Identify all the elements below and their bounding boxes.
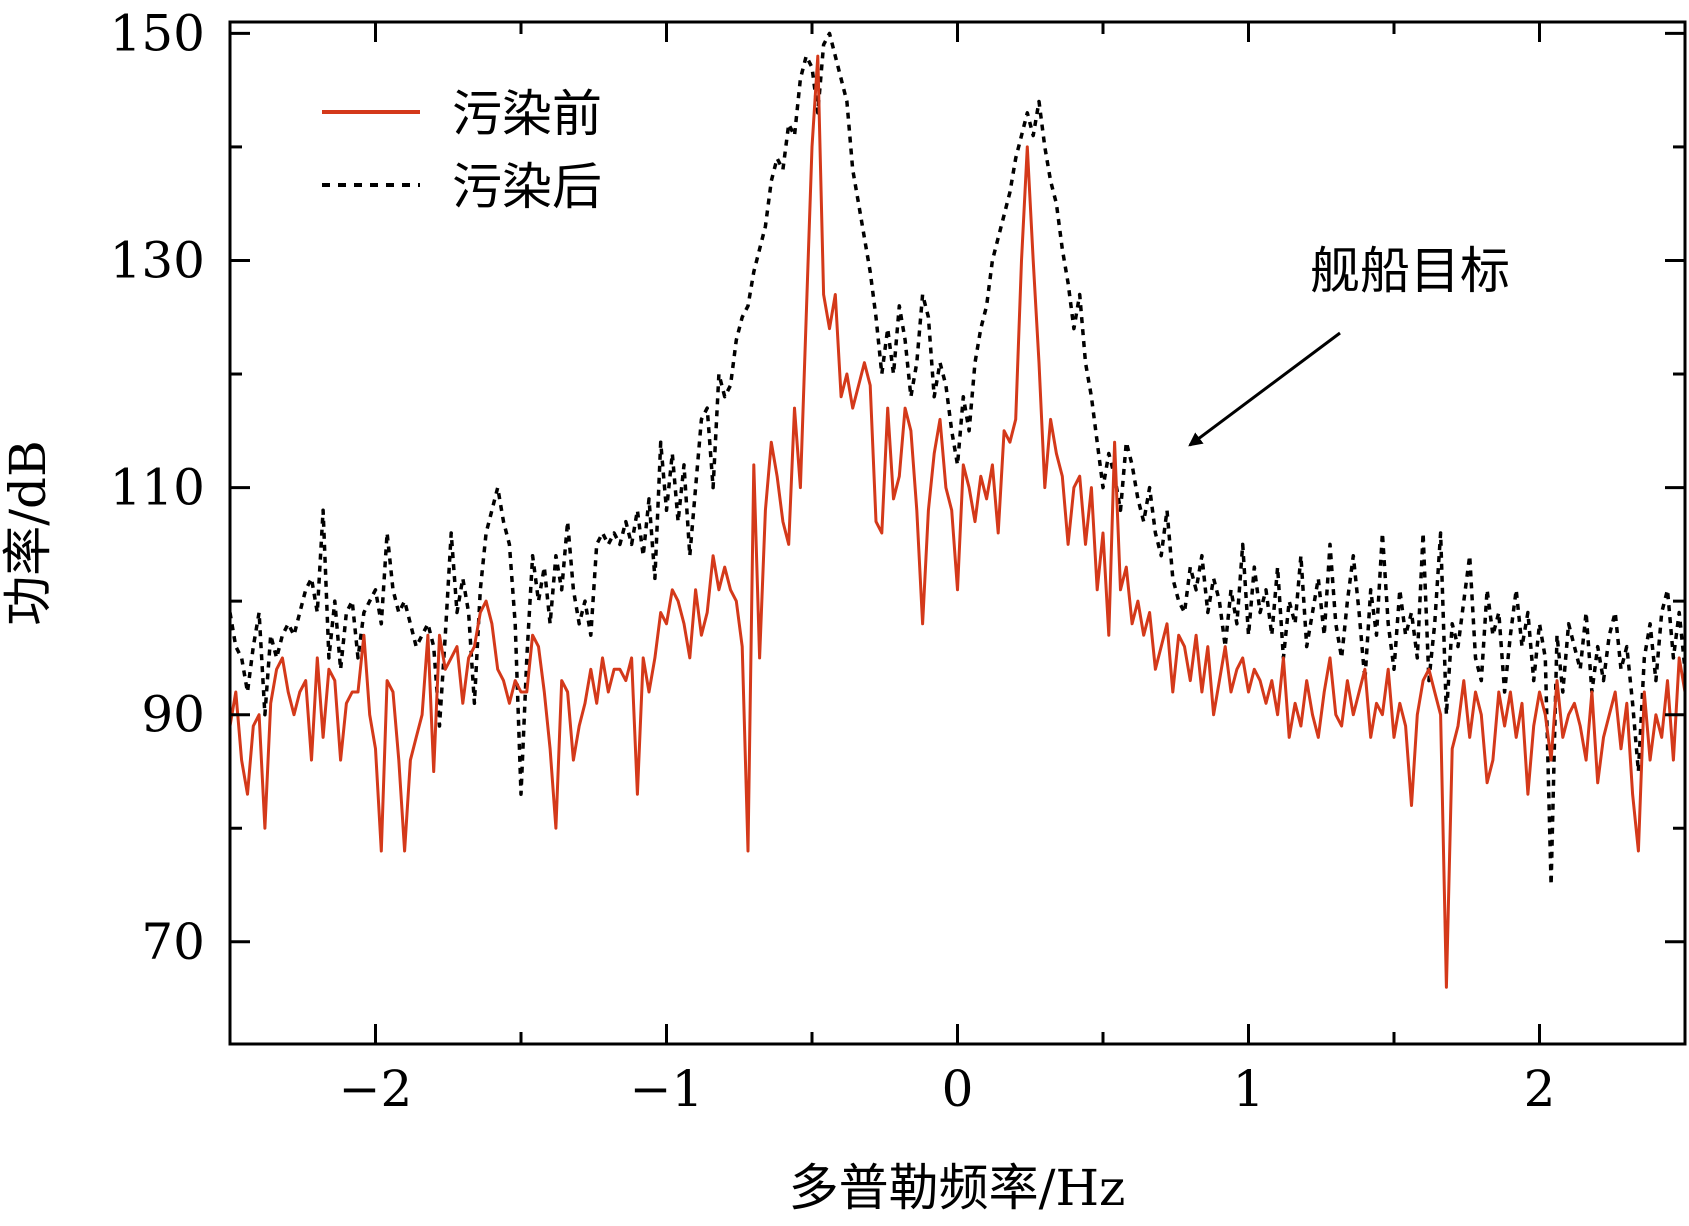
y-tick-label: 130 bbox=[110, 231, 205, 289]
x-tick-label: 0 bbox=[942, 1060, 974, 1118]
x-tick-label: 2 bbox=[1524, 1060, 1556, 1118]
annotation-arrow bbox=[1188, 331, 1341, 447]
y-tick-label: 70 bbox=[141, 913, 205, 971]
x-tick-label: 1 bbox=[1233, 1060, 1265, 1118]
x-axis-title: 多普勒频率/Hz bbox=[789, 1159, 1126, 1217]
legend-label-before: 污染前 bbox=[452, 85, 602, 143]
x-tick-label: −2 bbox=[339, 1060, 413, 1118]
series-line-after bbox=[230, 31, 1685, 887]
annotation-ship-target: 舰船目标 bbox=[1188, 242, 1510, 447]
x-axis: −2 −1 0 1 2 bbox=[228, 22, 1687, 1118]
y-tick-label: 110 bbox=[110, 459, 205, 517]
series-line-before bbox=[230, 54, 1685, 989]
y-axis: 70 90 110 130 150 bbox=[110, 4, 1685, 971]
legend: 污染前 污染后 bbox=[322, 85, 602, 216]
legend-label-after: 污染后 bbox=[452, 158, 602, 216]
y-tick-label: 150 bbox=[110, 4, 205, 62]
plot-frame bbox=[228, 20, 1687, 1046]
annotation-label: 舰船目标 bbox=[1310, 242, 1510, 300]
y-axis-title: 功率/dB bbox=[0, 440, 57, 626]
series-layer bbox=[230, 31, 1685, 989]
y-tick-label: 90 bbox=[141, 686, 205, 744]
x-tick-label: −1 bbox=[630, 1060, 704, 1118]
